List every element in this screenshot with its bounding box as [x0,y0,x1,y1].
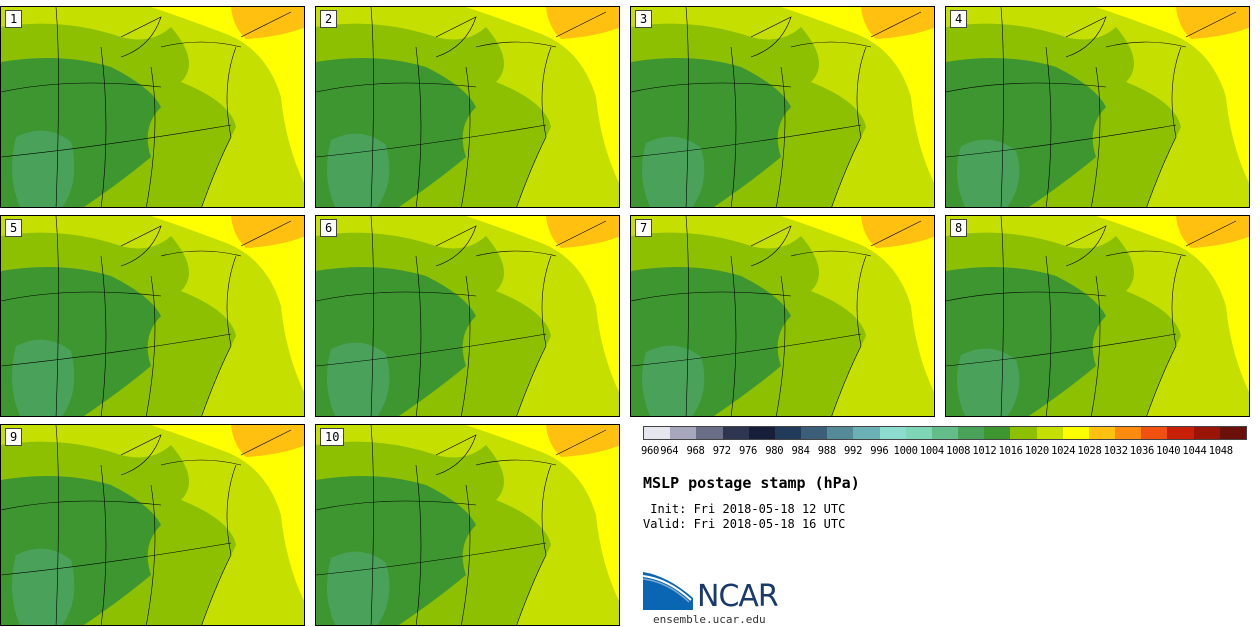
colorbar-tick-label: 964 [660,445,679,457]
colorbar-swatch [696,427,723,439]
colorbar-tick-label: 1008 [946,445,971,457]
colorbar-tick-label: 984 [791,445,810,457]
colorbar-ticks: 960 964 968 972 976 980 984 988 992 996 1000 1004 10… [641,445,1247,459]
pressure-map [1,425,304,625]
colorbar-swatch [1167,427,1194,439]
colorbar-tick-label: 1000 [893,445,918,457]
colorbar-tick-label: 996 [870,445,889,457]
colorbar-tick-label: 1020 [1024,445,1049,457]
colorbar-swatch [1062,427,1089,439]
panel-number: 2 [320,10,338,28]
pressure-map [946,7,1249,207]
pressure-map [1,7,304,207]
colorbar-tick-label: 1032 [1103,445,1128,457]
map-panel: 8 [945,215,1250,417]
colorbar-tick-label: 1048 [1208,445,1233,457]
pressure-map [316,216,619,416]
valid-time: Valid: Fri 2018-05-18 16 UTC [643,517,846,531]
colorbar-swatch [1193,427,1220,439]
colorbar-tick-label: 1024 [1051,445,1076,457]
panel-number: 1 [5,10,23,28]
colorbar-tick-label: 1012 [972,445,997,457]
panel-number: 8 [950,219,968,237]
panel-number: 6 [320,219,338,237]
pressure-map [946,216,1249,416]
ncar-logo-icon [643,572,693,610]
colorbar-swatch [958,427,985,439]
colorbar-swatch [670,427,697,439]
colorbar-swatch [644,427,671,439]
colorbar-swatch [1141,427,1168,439]
map-panel: 3 [630,6,935,208]
colorbar-swatch [1036,427,1063,439]
map-panel: 9 [0,424,305,626]
colorbar-tick-label: 972 [712,445,731,457]
panel-number: 3 [635,10,653,28]
colorbar-swatch [722,427,749,439]
colorbar-swatch [905,427,932,439]
panel-number: 4 [950,10,968,28]
panel-number: 5 [5,219,23,237]
pressure-map [316,7,619,207]
colorbar-swatch [879,427,906,439]
colorbar-tick-label: 1036 [1129,445,1154,457]
map-panel: 4 [945,6,1250,208]
colorbar-swatch [1115,427,1142,439]
colorbar-tick-label: 968 [686,445,705,457]
map-panel: 1 [0,6,305,208]
colorbar-swatch [801,427,828,439]
colorbar-tick-label: 1028 [1077,445,1102,457]
colorbar-swatch [1219,427,1246,439]
pressure-map [1,216,304,416]
ncar-logo-text: NCAR [697,579,779,614]
pressure-map [631,7,934,207]
colorbar-swatch [827,427,854,439]
colorbar-tick-label: 1040 [1156,445,1181,457]
map-panel: 10 [315,424,620,626]
chart-title: MSLP postage stamp (hPa) [643,474,860,492]
colorbar-swatch [1010,427,1037,439]
colorbar-tick-label: 1016 [998,445,1023,457]
colorbar-tick-label: 992 [844,445,863,457]
colorbar-swatch [748,427,775,439]
panel-number: 9 [5,428,23,446]
colorbar [643,426,1247,440]
colorbar-tick-label: 1004 [919,445,944,457]
init-time: Init: Fri 2018-05-18 12 UTC [643,502,846,516]
pressure-map [316,425,619,625]
panel-number: 7 [635,219,653,237]
map-panel: 5 [0,215,305,417]
map-panel: 6 [315,215,620,417]
panel-number: 10 [320,428,345,446]
colorbar-swatch [774,427,802,439]
colorbar-swatch [1088,427,1116,439]
logo-url: ensemble.ucar.edu [653,613,766,626]
colorbar-tick-label: 980 [765,445,784,457]
map-panel: 2 [315,6,620,208]
colorbar-swatch [984,427,1011,439]
colorbar-swatch [931,427,959,439]
colorbar-tick-label: 976 [738,445,758,457]
colorbar-swatch [853,427,880,439]
colorbar-tick-label: 960 [641,445,660,457]
colorbar-tick-label: 1044 [1182,445,1207,457]
map-panel: 7 [630,215,935,417]
colorbar-tick-label: 988 [817,445,836,457]
pressure-map [631,216,934,416]
